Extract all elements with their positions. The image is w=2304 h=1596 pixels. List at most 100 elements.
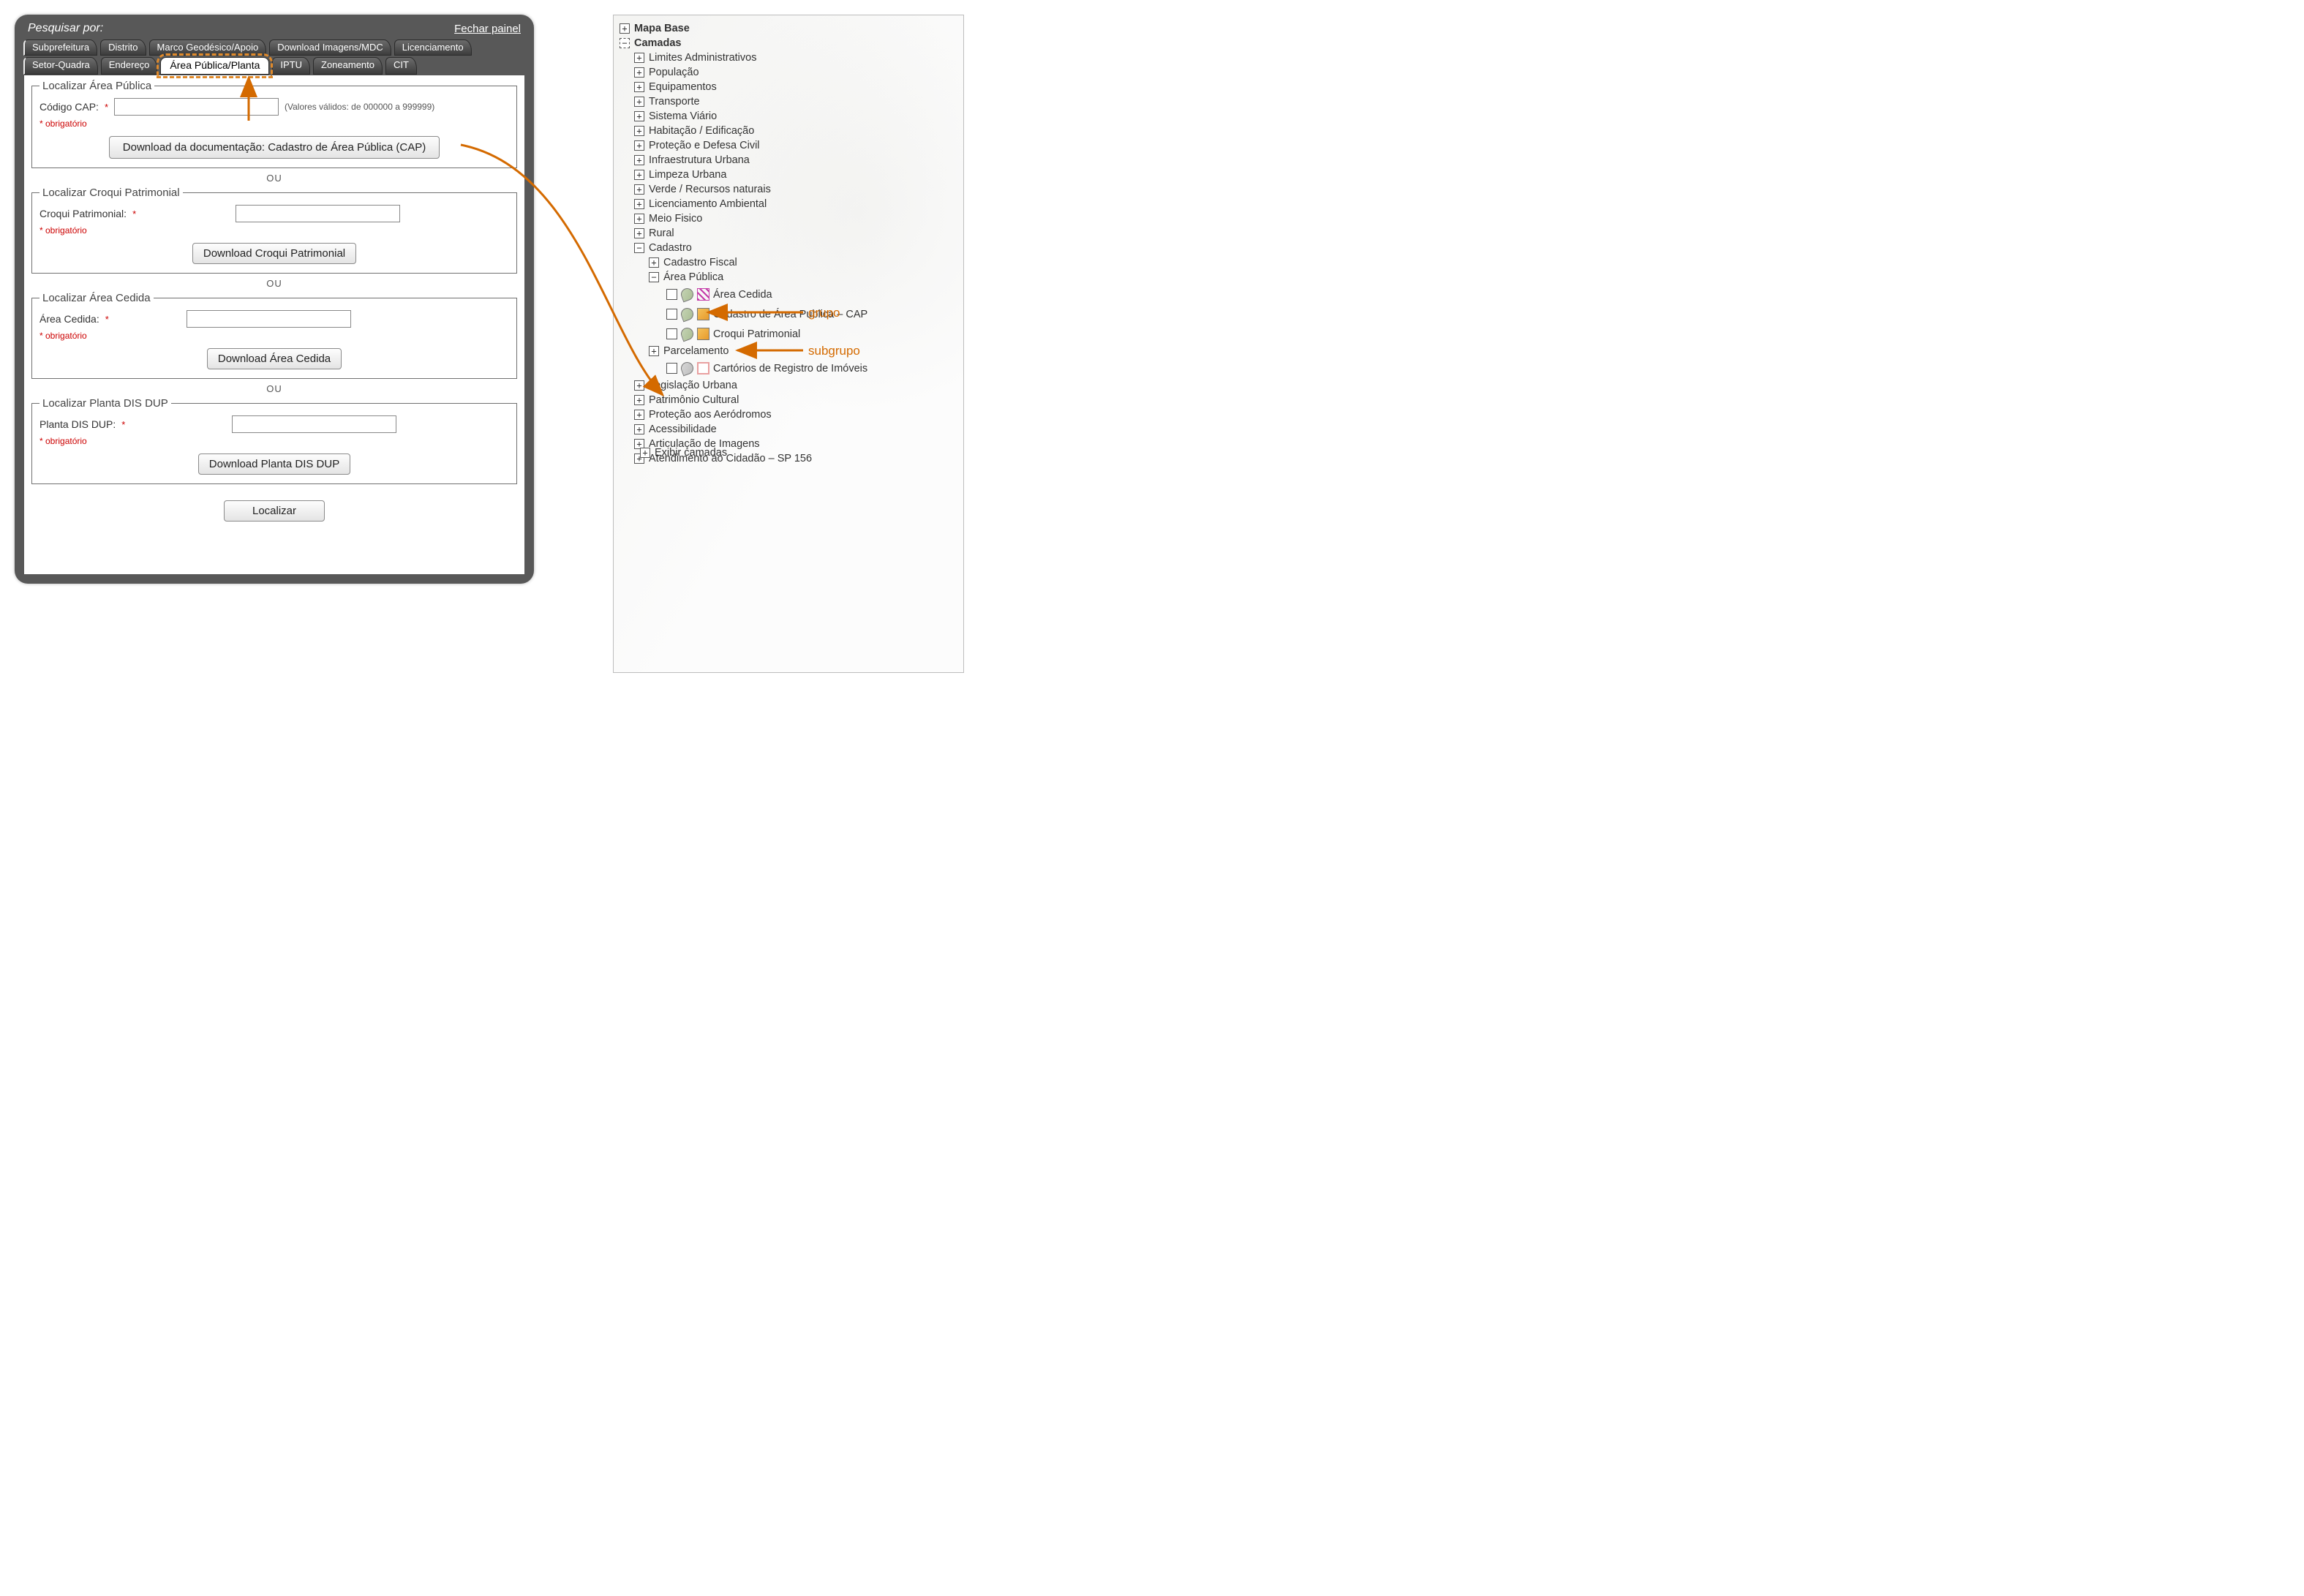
cap-download-button[interactable]: Download da documentação: Cadastro de Ár… bbox=[109, 136, 440, 159]
tree-group[interactable]: Transporte bbox=[634, 94, 957, 109]
tree-group[interactable]: Legislação Urbana bbox=[634, 378, 957, 393]
tree-group[interactable]: Proteção e Defesa Civil bbox=[634, 138, 957, 153]
planta-field-label: Planta DIS DUP: bbox=[39, 418, 116, 430]
tree-label: População bbox=[649, 67, 699, 78]
toggle-icon[interactable] bbox=[634, 111, 644, 121]
toggle-icon[interactable] bbox=[640, 448, 650, 458]
tree-group[interactable]: Habitação / Edificação bbox=[634, 124, 957, 138]
toggle-icon[interactable] bbox=[634, 395, 644, 405]
cedida-input[interactable] bbox=[187, 310, 351, 328]
tree-group[interactable]: Licenciamento Ambiental bbox=[634, 197, 957, 211]
tab-marco-geodesico[interactable]: Marco Geodésico/Apoio bbox=[149, 39, 267, 56]
croqui-download-button[interactable]: Download Croqui Patrimonial bbox=[192, 243, 356, 264]
layer-checkbox[interactable] bbox=[666, 309, 677, 320]
planta-download-button[interactable]: Download Planta DIS DUP bbox=[198, 453, 350, 475]
tree-group[interactable]: Equipamentos bbox=[634, 80, 957, 94]
cap-input[interactable] bbox=[114, 98, 279, 116]
tree-group-cadastro[interactable]: Cadastro bbox=[634, 241, 957, 255]
tree-layer-croqui-patrimonial[interactable]: Croqui Patrimonial bbox=[666, 324, 957, 344]
cap-obrig: * obrigatório bbox=[39, 118, 509, 129]
tree-group[interactable]: Meio Fisico bbox=[634, 211, 957, 226]
tree-root-mapa-base[interactable]: Mapa Base bbox=[620, 21, 957, 36]
toggle-icon[interactable] bbox=[634, 155, 644, 165]
tree-label: Infraestrutura Urbana bbox=[649, 154, 750, 166]
tree-group-parcelamento[interactable]: Parcelamento bbox=[649, 344, 957, 358]
tree-label: Acessibilidade bbox=[649, 424, 717, 435]
tab-licenciamento[interactable]: Licenciamento bbox=[394, 39, 472, 56]
planta-input[interactable] bbox=[232, 415, 396, 433]
tree-group[interactable]: Limites Administrativos bbox=[634, 50, 957, 65]
toggle-icon[interactable] bbox=[634, 380, 644, 391]
toggle-icon[interactable] bbox=[620, 23, 630, 34]
cedida-download-button[interactable]: Download Área Cedida bbox=[207, 348, 342, 369]
section-cedida: Localizar Área Cedida Área Cedida: * * o… bbox=[31, 292, 517, 379]
cedida-required-mark: * bbox=[105, 314, 109, 325]
layer-checkbox[interactable] bbox=[666, 363, 677, 374]
tree-layer-cartorios[interactable]: Cartórios de Registro de Imóveis bbox=[666, 358, 957, 378]
layer-style-icon bbox=[679, 306, 696, 323]
toggle-icon[interactable] bbox=[634, 184, 644, 195]
search-by-label: Pesquisar por: bbox=[28, 22, 103, 35]
cedida-obrig: * obrigatório bbox=[39, 331, 509, 341]
tree-group[interactable]: Rural bbox=[634, 226, 957, 241]
annotation-grupo-label: grupo bbox=[808, 306, 840, 320]
close-panel-link[interactable]: Fechar painel bbox=[454, 23, 521, 35]
section-cap: Localizar Área Pública Código CAP: * (Va… bbox=[31, 80, 517, 168]
toggle-icon[interactable] bbox=[634, 243, 644, 253]
toggle-icon[interactable] bbox=[634, 424, 644, 434]
section-cap-legend: Localizar Área Pública bbox=[39, 80, 154, 92]
tab-setor-quadra[interactable]: Setor-Quadra bbox=[23, 57, 98, 75]
tab-download-imagens[interactable]: Download Imagens/MDC bbox=[269, 39, 391, 56]
layer-style-icon bbox=[679, 287, 696, 303]
tree-group-cadastro-fiscal[interactable]: Cadastro Fiscal bbox=[649, 255, 957, 270]
tab-subprefeitura[interactable]: Subprefeitura bbox=[23, 39, 97, 56]
layer-symbol-icon bbox=[697, 328, 709, 340]
tree-label: Equipamentos bbox=[649, 81, 717, 93]
toggle-icon[interactable] bbox=[634, 214, 644, 224]
layer-checkbox[interactable] bbox=[666, 289, 677, 300]
tree-label: Croqui Patrimonial bbox=[713, 328, 800, 340]
tree-label: Licenciamento Ambiental bbox=[649, 198, 767, 210]
tree-group[interactable]: Limpeza Urbana bbox=[634, 167, 957, 182]
toggle-icon[interactable] bbox=[620, 38, 630, 48]
toggle-icon[interactable] bbox=[649, 346, 659, 356]
tab-area-publica-planta[interactable]: Área Pública/Planta bbox=[160, 57, 269, 75]
toggle-icon[interactable] bbox=[634, 199, 644, 209]
layer-checkbox[interactable] bbox=[666, 328, 677, 339]
toggle-icon[interactable] bbox=[649, 272, 659, 282]
tab-body: Localizar Área Pública Código CAP: * (Va… bbox=[23, 75, 525, 575]
toggle-icon[interactable] bbox=[634, 97, 644, 107]
separator-ou-2: OU bbox=[31, 278, 517, 289]
section-croqui-legend: Localizar Croqui Patrimonial bbox=[39, 187, 183, 199]
tree-group[interactable]: Infraestrutura Urbana bbox=[634, 153, 957, 167]
tab-cit[interactable]: CIT bbox=[385, 57, 417, 75]
tab-zoneamento[interactable]: Zoneamento bbox=[313, 57, 383, 75]
toggle-icon[interactable] bbox=[634, 140, 644, 151]
tab-iptu[interactable]: IPTU bbox=[272, 57, 310, 75]
tab-distrito[interactable]: Distrito bbox=[100, 39, 146, 56]
localizar-button[interactable]: Localizar bbox=[224, 500, 325, 522]
tree-group[interactable]: Sistema Viário bbox=[634, 109, 957, 124]
toggle-icon[interactable] bbox=[634, 82, 644, 92]
toggle-icon[interactable] bbox=[634, 170, 644, 180]
croqui-input[interactable] bbox=[236, 205, 400, 222]
tree-group[interactable]: Proteção aos Aeródromos bbox=[634, 407, 957, 422]
layer-style-icon bbox=[679, 326, 696, 342]
toggle-icon[interactable] bbox=[634, 126, 644, 136]
toggle-icon[interactable] bbox=[634, 228, 644, 238]
tree-label: Limpeza Urbana bbox=[649, 169, 726, 181]
tree-exibir-camadas[interactable]: Exibir camadas bbox=[640, 445, 727, 460]
tree-group-area-publica[interactable]: Área Pública bbox=[649, 270, 957, 285]
toggle-icon[interactable] bbox=[634, 67, 644, 78]
tree-group[interactable]: Verde / Recursos naturais bbox=[634, 182, 957, 197]
tree-group[interactable]: População bbox=[634, 65, 957, 80]
tree-root-camadas[interactable]: Camadas bbox=[620, 36, 957, 50]
tab-endereco[interactable]: Endereço bbox=[101, 57, 158, 75]
tree-group[interactable]: Acessibilidade bbox=[634, 422, 957, 437]
layer-panel: Mapa Base Camadas Limites Administrativo… bbox=[613, 15, 964, 673]
toggle-icon[interactable] bbox=[634, 410, 644, 420]
tree-group[interactable]: Patrimônio Cultural bbox=[634, 393, 957, 407]
tree-layer-area-cedida[interactable]: Área Cedida bbox=[666, 285, 957, 304]
toggle-icon[interactable] bbox=[634, 53, 644, 63]
toggle-icon[interactable] bbox=[649, 257, 659, 268]
